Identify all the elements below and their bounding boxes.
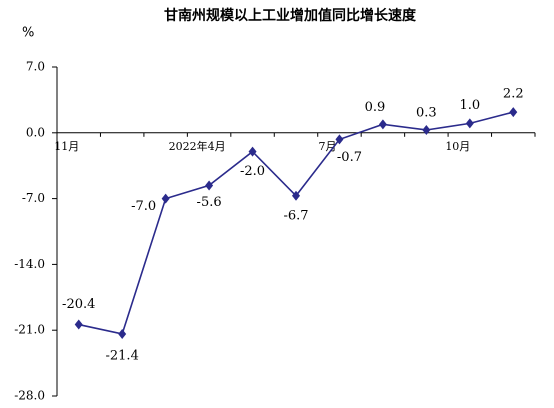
y-tick-label: -28.0	[14, 389, 45, 403]
marker	[205, 180, 214, 191]
y-tick-label: 0.0	[26, 125, 45, 139]
data-label: -2.0	[240, 164, 265, 179]
data-label: -5.6	[197, 195, 222, 210]
chart-title: 甘南州规模以上工业增加值同比增长速度	[164, 7, 417, 24]
marker	[248, 146, 257, 157]
marker	[465, 118, 474, 129]
marker	[509, 107, 518, 118]
marker	[335, 134, 344, 145]
marker	[118, 328, 127, 339]
y-axis-label: %	[22, 26, 34, 41]
y-tick-label: -21.0	[14, 323, 45, 337]
data-label: -20.4	[62, 297, 95, 312]
data-label: 0.9	[365, 100, 386, 115]
data-label: 1.0	[459, 98, 480, 113]
marker	[378, 119, 387, 130]
data-label: -7.0	[131, 199, 156, 214]
x-tick-label: 10月	[445, 140, 470, 153]
data-label: 0.3	[416, 105, 437, 120]
data-label: -0.7	[337, 150, 362, 165]
x-tick-label: 11月	[54, 140, 79, 153]
marker	[161, 193, 170, 204]
y-tick-label: -7.0	[22, 191, 45, 205]
marker	[422, 124, 431, 135]
data-label: -6.7	[283, 208, 308, 223]
marker	[292, 190, 300, 201]
marker	[74, 319, 83, 330]
data-label: -21.4	[106, 348, 139, 363]
y-tick-label: -14.0	[14, 257, 45, 271]
y-tick-label: 7.0	[26, 60, 45, 74]
data-label: 2.2	[503, 87, 524, 102]
x-tick-label: 2022年4月	[169, 139, 226, 153]
